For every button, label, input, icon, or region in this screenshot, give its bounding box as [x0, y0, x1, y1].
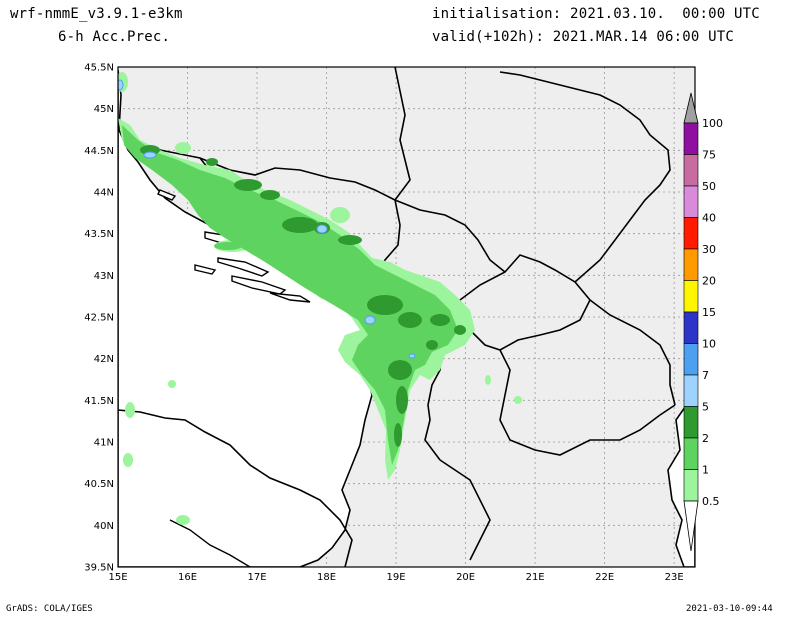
colorbar-label: 1 — [702, 464, 709, 477]
italy-coast — [118, 409, 353, 567]
longitude-labels: 15E 16E 17E 18E 19E 20E 21E 22E 23E — [108, 572, 683, 583]
colorbar-label: 75 — [702, 149, 716, 162]
colorbar-label: 10 — [702, 338, 716, 351]
lat-tick-label: 42.5N — [84, 313, 114, 324]
lat-tick-label: 45N — [94, 104, 114, 115]
lat-tick-label: 44N — [94, 188, 114, 199]
colorbar-label: 100 — [702, 117, 723, 130]
colorbar-swatch — [683, 406, 699, 439]
islands — [157, 189, 311, 303]
precipitation-field — [118, 72, 522, 525]
colorbar-swatch — [683, 374, 699, 407]
colorbar-swatch — [683, 248, 699, 281]
colorbar-swatch — [683, 280, 699, 313]
colorbar-swatch — [683, 437, 699, 470]
country-borders — [128, 67, 676, 561]
colorbar-swatch — [683, 469, 699, 502]
colorbar-label: 2 — [702, 432, 709, 445]
colorbar-swatch — [683, 311, 699, 344]
latitude-labels: 45.5N 45N 44.5N 44N 43.5N 43N 42.5N 42N 41.5N 41N… — [84, 63, 114, 574]
lon-tick-label: 19E — [387, 572, 406, 583]
lat-tick-label: 40.5N — [84, 479, 114, 490]
colorbar-underflow-triangle — [683, 500, 699, 552]
valid-time: valid(+102h): 2021.MAR.14 06:00 UTC — [432, 29, 735, 45]
colorbar-swatch — [683, 154, 699, 187]
colorbar-label: 0.5 — [702, 495, 720, 508]
colorbar-label: 40 — [702, 212, 716, 225]
lon-tick-label: 16E — [178, 572, 197, 583]
lon-tick-label: 17E — [248, 572, 267, 583]
lon-tick-label: 22E — [595, 572, 614, 583]
colorbar-label: 7 — [702, 369, 709, 382]
colorbar-label: 5 — [702, 401, 709, 414]
init-time: initialisation: 2021.03.10. 00:00 UTC — [432, 6, 760, 22]
colorbar-label: 30 — [702, 243, 716, 256]
lat-tick-label: 40N — [94, 521, 114, 532]
footer-right: 2021-03-10-09:44 — [686, 604, 773, 614]
footer-left: GrADS: COLA/IGES — [6, 604, 93, 614]
lon-tick-label: 23E — [665, 572, 684, 583]
colorbar-swatch — [683, 122, 699, 155]
lon-tick-label: 21E — [526, 572, 545, 583]
colorbar-label: 50 — [702, 180, 716, 193]
colorbar-label: 20 — [702, 275, 716, 288]
colorbar-swatch — [683, 343, 699, 376]
colorbar-swatch — [683, 185, 699, 218]
lat-tick-label: 43.5N — [84, 229, 114, 240]
lon-tick-label: 15E — [108, 572, 127, 583]
colorbar-label: 15 — [702, 306, 716, 319]
colorbar-swatch — [683, 217, 699, 250]
lat-tick-label: 44.5N — [84, 146, 114, 157]
lat-tick-label: 43N — [94, 271, 114, 282]
lat-tick-label: 41N — [94, 438, 114, 449]
lat-tick-label: 42N — [94, 354, 114, 365]
lon-tick-label: 20E — [456, 572, 475, 583]
lat-tick-label: 41.5N — [84, 396, 114, 407]
model-title: wrf-nmmE_v3.9.1-e3km — [10, 6, 183, 22]
lon-tick-label: 18E — [317, 572, 336, 583]
lat-tick-label: 39.5N — [84, 563, 114, 574]
field-title: 6-h Acc.Prec. — [58, 29, 171, 45]
lat-tick-label: 45.5N — [84, 63, 114, 74]
